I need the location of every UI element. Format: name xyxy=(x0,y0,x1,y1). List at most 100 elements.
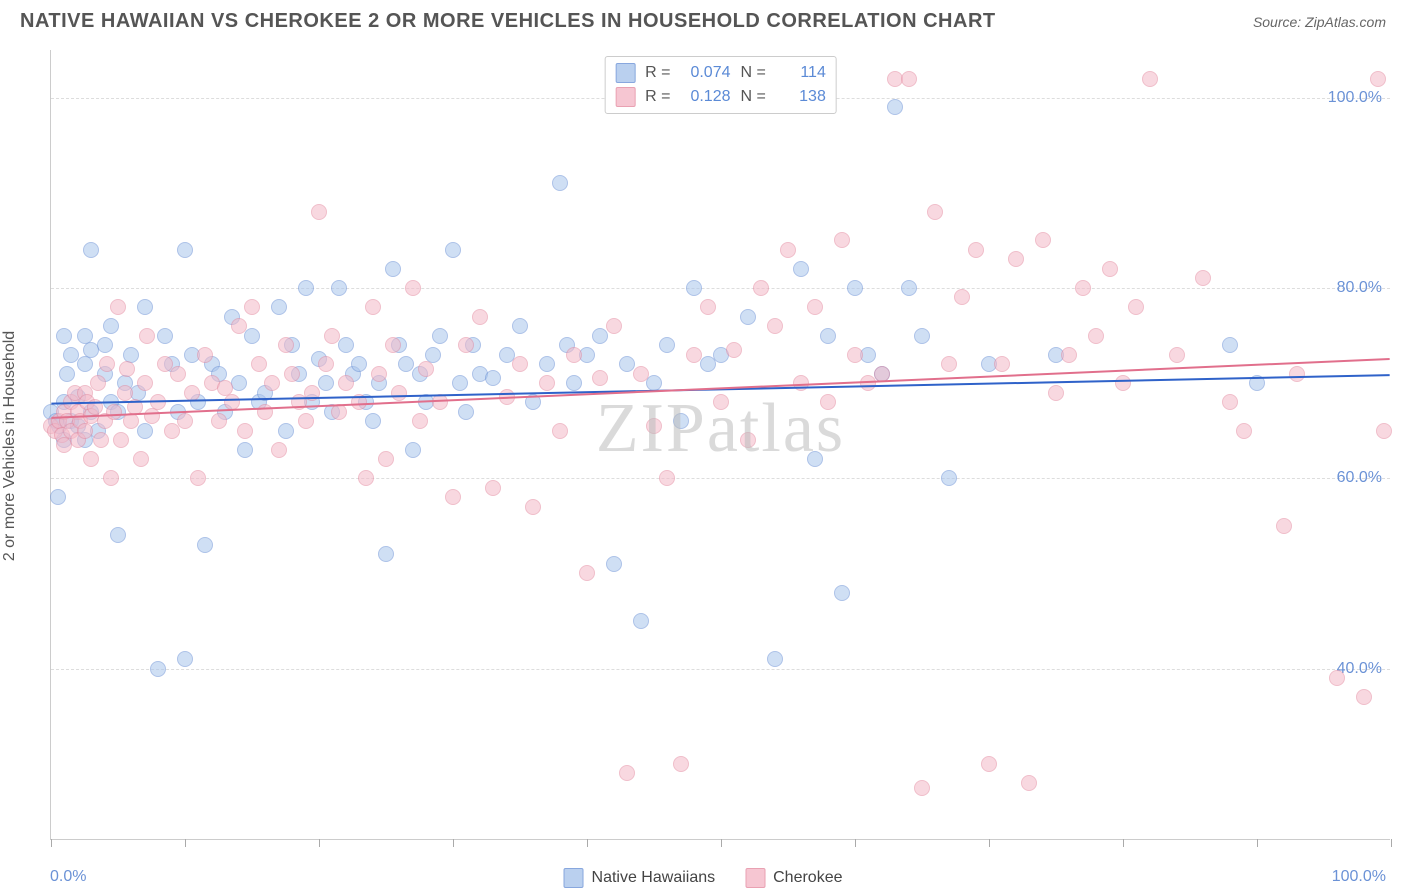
scatter-point xyxy=(50,489,66,505)
scatter-point xyxy=(901,280,917,296)
scatter-point xyxy=(77,356,93,372)
scatter-point xyxy=(981,756,997,772)
y-axis-title: 2 or more Vehicles in Household xyxy=(1,331,19,561)
x-tick-mark xyxy=(453,839,454,847)
scatter-point xyxy=(753,280,769,296)
scatter-point xyxy=(1276,518,1292,534)
scatter-point xyxy=(525,394,541,410)
scatter-point xyxy=(1222,337,1238,353)
scatter-point xyxy=(874,366,890,382)
scatter-point xyxy=(646,375,662,391)
scatter-point xyxy=(579,565,595,581)
scatter-point xyxy=(190,470,206,486)
scatter-point xyxy=(1236,423,1252,439)
scatter-point xyxy=(834,585,850,601)
source-attribution: Source: ZipAtlas.com xyxy=(1253,14,1386,30)
scatter-point xyxy=(767,651,783,667)
scatter-point xyxy=(237,442,253,458)
x-tick-mark xyxy=(51,839,52,847)
scatter-point xyxy=(445,489,461,505)
scatter-point xyxy=(170,366,186,382)
scatter-point xyxy=(106,404,122,420)
scatter-point xyxy=(117,385,133,401)
scatter-point xyxy=(231,318,247,334)
scatter-point xyxy=(405,442,421,458)
scatter-point xyxy=(177,413,193,429)
scatter-point xyxy=(552,423,568,439)
scatter-point xyxy=(127,399,143,415)
swatch-hawaiian-icon xyxy=(564,868,584,888)
scatter-point xyxy=(1021,775,1037,791)
scatter-point xyxy=(740,309,756,325)
scatter-point xyxy=(391,385,407,401)
x-tick-mark xyxy=(587,839,588,847)
legend-row-hawaiian: R = 0.074 N = 114 xyxy=(615,61,826,85)
scatter-point xyxy=(1376,423,1392,439)
scatter-point xyxy=(103,470,119,486)
scatter-point xyxy=(110,527,126,543)
scatter-point xyxy=(1088,328,1104,344)
scatter-point xyxy=(686,347,702,363)
scatter-point xyxy=(592,370,608,386)
swatch-hawaiian xyxy=(615,63,635,83)
scatter-point xyxy=(144,408,160,424)
scatter-point xyxy=(184,385,200,401)
series-legend: Native Hawaiians Cherokee xyxy=(564,868,843,888)
scatter-point xyxy=(713,394,729,410)
scatter-point xyxy=(1195,270,1211,286)
scatter-point xyxy=(77,423,93,439)
x-tick-mark xyxy=(1391,839,1392,847)
scatter-point xyxy=(298,280,314,296)
scatter-point xyxy=(271,299,287,315)
scatter-point xyxy=(318,356,334,372)
scatter-point xyxy=(56,328,72,344)
scatter-point xyxy=(887,99,903,115)
scatter-point xyxy=(378,451,394,467)
scatter-point xyxy=(284,366,300,382)
scatter-point xyxy=(1008,251,1024,267)
scatter-point xyxy=(1035,232,1051,248)
scatter-point xyxy=(177,651,193,667)
scatter-point xyxy=(807,299,823,315)
scatter-point xyxy=(264,375,280,391)
scatter-point xyxy=(606,556,622,572)
scatter-point xyxy=(378,546,394,562)
scatter-point xyxy=(97,337,113,353)
scatter-point xyxy=(726,342,742,358)
scatter-point xyxy=(847,280,863,296)
scatter-point xyxy=(371,366,387,382)
scatter-point xyxy=(1329,670,1345,686)
scatter-point xyxy=(278,423,294,439)
scatter-point xyxy=(351,356,367,372)
scatter-point xyxy=(418,361,434,377)
scatter-point xyxy=(211,413,227,429)
x-tick-mark xyxy=(319,839,320,847)
scatter-point xyxy=(793,375,809,391)
scatter-point xyxy=(1061,347,1077,363)
scatter-point xyxy=(331,404,347,420)
scatter-point xyxy=(901,71,917,87)
scatter-point xyxy=(512,318,528,334)
scatter-point xyxy=(606,318,622,334)
scatter-point xyxy=(311,204,327,220)
scatter-point xyxy=(525,499,541,515)
scatter-point xyxy=(137,423,153,439)
swatch-cherokee xyxy=(615,87,635,107)
legend-item-cherokee: Cherokee xyxy=(745,868,842,888)
scatter-point xyxy=(83,451,99,467)
scatter-point xyxy=(914,328,930,344)
scatter-point xyxy=(331,280,347,296)
scatter-point xyxy=(318,375,334,391)
scatter-point xyxy=(659,337,675,353)
scatter-point xyxy=(552,175,568,191)
scatter-point xyxy=(338,337,354,353)
scatter-point xyxy=(954,289,970,305)
scatter-points-layer xyxy=(51,50,1390,839)
scatter-point xyxy=(133,451,149,467)
scatter-point xyxy=(304,385,320,401)
scatter-point xyxy=(177,242,193,258)
scatter-point xyxy=(1142,71,1158,87)
scatter-point xyxy=(298,413,314,429)
scatter-point xyxy=(834,232,850,248)
scatter-point xyxy=(927,204,943,220)
